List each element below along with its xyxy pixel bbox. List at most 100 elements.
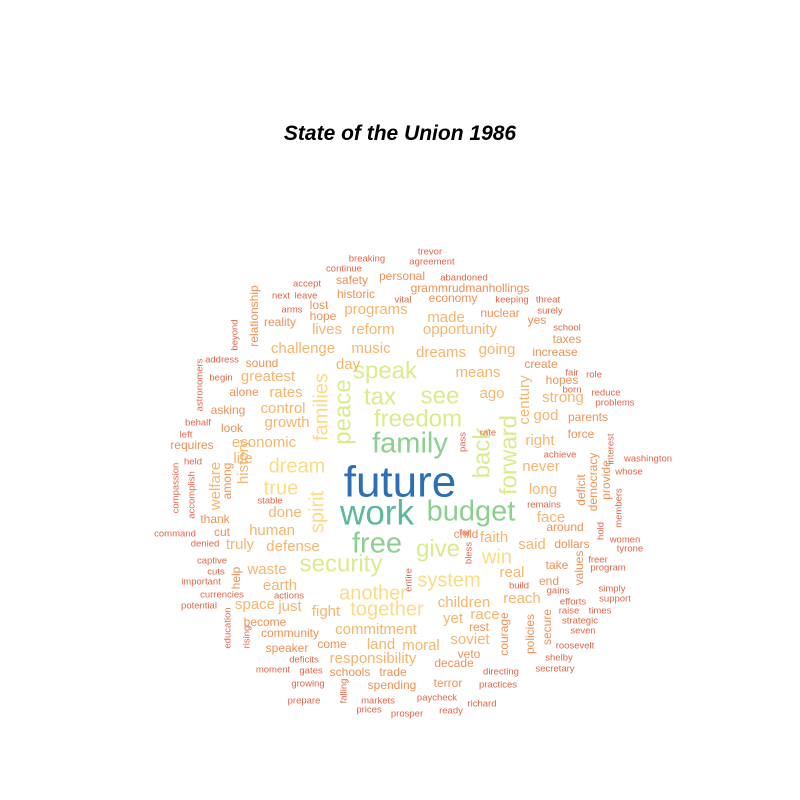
word-gains: gains xyxy=(547,586,570,597)
word-give: give xyxy=(416,535,460,562)
word-vital: vital xyxy=(395,295,412,306)
word-richard: richard xyxy=(467,699,496,710)
word-problems: problems xyxy=(595,398,634,409)
word-threat: threat xyxy=(536,295,561,306)
word-fair: fair xyxy=(565,368,578,379)
word-growing: growing xyxy=(291,679,324,690)
word-stable: stable xyxy=(257,496,282,507)
word-alone: alone xyxy=(229,385,259,399)
word-rising: rising xyxy=(242,626,253,649)
word-roosevelt: roosevelt xyxy=(556,641,595,652)
word-reform: reform xyxy=(351,321,394,338)
word-shelby: shelby xyxy=(545,653,573,664)
word-cuts: cuts xyxy=(207,567,225,578)
word-address: address xyxy=(205,355,239,366)
word-work: work xyxy=(339,493,414,532)
word-around: around xyxy=(546,520,583,534)
word-going: going xyxy=(479,341,516,358)
word-families: families xyxy=(310,373,332,441)
word-lives: lives xyxy=(312,321,342,338)
word-asking: asking xyxy=(211,403,246,417)
word-cut: cut xyxy=(214,525,231,539)
word-dollars: dollars xyxy=(554,537,589,551)
word-children: children xyxy=(438,594,491,611)
word-hold: hold xyxy=(596,522,607,540)
word-security: security xyxy=(300,550,383,577)
word-family: family xyxy=(372,428,448,460)
word-continue: continue xyxy=(326,264,362,275)
word-personal: personal xyxy=(379,269,425,283)
word-paycheck: paycheck xyxy=(417,693,457,704)
word-future: future xyxy=(344,458,457,507)
word-economic: economic xyxy=(232,434,297,451)
word-hope: hope xyxy=(310,309,337,323)
word-speak: speak xyxy=(353,357,418,384)
word-lost: lost xyxy=(310,298,329,312)
word-tax: tax xyxy=(364,383,396,410)
word-rates: rates xyxy=(269,384,302,401)
word-entire: entire xyxy=(404,568,415,592)
word-freer: freer xyxy=(588,555,608,566)
word-democracy: democracy xyxy=(586,453,600,512)
word-music: music xyxy=(351,340,391,357)
word-come: come xyxy=(317,637,347,651)
word-secure: secure xyxy=(540,609,554,645)
word-economy: economy xyxy=(429,291,478,305)
word-abandoned: abandoned xyxy=(440,273,488,284)
word-currencies: currencies xyxy=(200,590,244,601)
word-leave: leave xyxy=(295,291,318,302)
word-dreams: dreams xyxy=(416,344,466,361)
word-secretary: secretary xyxy=(535,664,574,675)
word-terror: terror xyxy=(434,676,463,690)
word-race: race xyxy=(470,606,499,623)
word-accept: accept xyxy=(293,279,321,290)
word-space: space xyxy=(235,596,275,613)
word-provide: provide xyxy=(599,460,613,500)
word-raise: raise xyxy=(559,606,580,617)
word-means: means xyxy=(455,364,500,381)
word-requires: requires xyxy=(170,438,213,452)
word-history: history xyxy=(235,439,252,484)
word-arms: arms xyxy=(281,305,302,316)
word-earth: earth xyxy=(263,577,297,594)
word-just: just xyxy=(277,598,302,615)
word-education: education xyxy=(223,607,234,648)
word-gates: gates xyxy=(299,666,322,677)
word-hopes: hopes xyxy=(546,373,579,387)
word-washington: washington xyxy=(623,454,672,465)
word-forward: forward xyxy=(495,415,522,495)
word-speaker: speaker xyxy=(266,641,309,655)
word-right: right xyxy=(525,432,555,449)
word-important: important xyxy=(181,577,221,588)
chart-title: State of the Union 1986 xyxy=(283,122,517,145)
word-thank: thank xyxy=(200,512,230,526)
word-support: support xyxy=(599,594,631,605)
word-become: become xyxy=(244,615,287,629)
word-moment: moment xyxy=(256,665,291,676)
word-soviet: soviet xyxy=(450,631,490,648)
word-accomplish: accomplish xyxy=(187,471,198,519)
word-waste: waste xyxy=(246,561,286,578)
word-trade: trade xyxy=(379,665,407,679)
word-held: held xyxy=(184,457,202,468)
word-actions: actions xyxy=(274,591,304,602)
word-build: build xyxy=(509,581,529,592)
word-real: real xyxy=(499,564,524,581)
word-moral: moral xyxy=(402,637,440,654)
word-back: back xyxy=(468,427,495,479)
word-see: see xyxy=(421,382,460,409)
word-next: next xyxy=(272,291,290,302)
word-seven: seven xyxy=(570,626,595,637)
word-help: help xyxy=(229,566,243,589)
word-whose: whose xyxy=(614,467,642,478)
word-remains: remains xyxy=(527,500,561,511)
word-efforts: efforts xyxy=(560,597,586,608)
word-compassion: compassion xyxy=(171,463,182,514)
word-pass: pass xyxy=(458,432,469,452)
word-system: system xyxy=(417,569,480,591)
word-responsibility: responsibility xyxy=(330,650,417,667)
word-force: force xyxy=(568,427,595,441)
word-dream: dream xyxy=(269,455,326,477)
word-welfare: welfare xyxy=(207,462,224,511)
